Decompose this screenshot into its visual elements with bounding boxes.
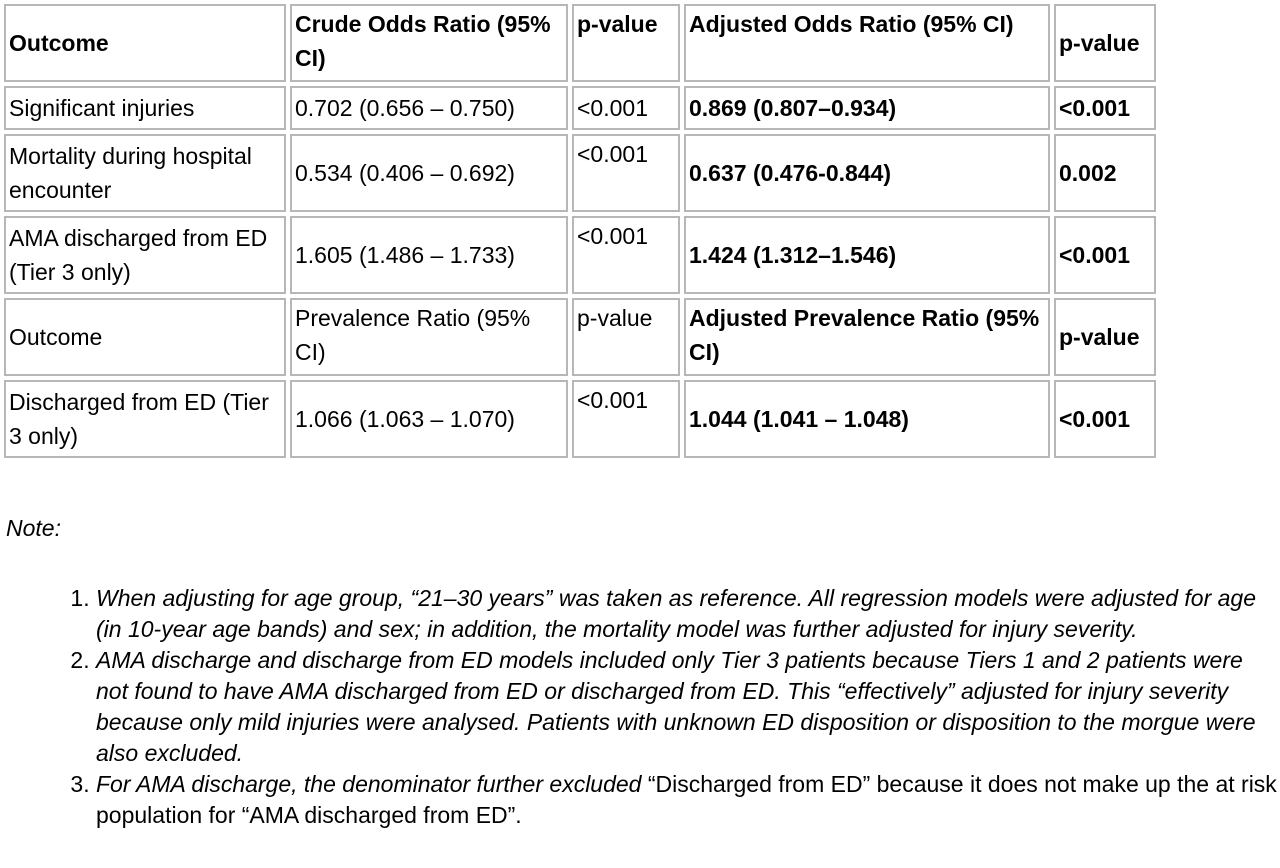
header-cell: Adjusted Odds Ratio (95% CI): [684, 4, 1050, 82]
header-cell: p-value: [572, 298, 680, 376]
table-cell: Discharged from ED (Tier 3 only): [4, 380, 286, 458]
table-cell: 0.637 (0.476-0.844): [684, 134, 1050, 212]
table-cell: <0.001: [1054, 216, 1156, 294]
header-cell: p-value: [572, 4, 680, 82]
note-item: When adjusting for age group, “21–30 yea…: [96, 583, 1280, 645]
table-cell: Mortality during hospital encounter: [4, 134, 286, 212]
table-cell: <0.001: [1054, 86, 1156, 130]
table-cell: <0.001: [572, 216, 680, 294]
table-row: AMA discharged from ED (Tier 3 only) 1.6…: [4, 216, 1156, 294]
table-cell: 1.066 (1.063 – 1.070): [290, 380, 568, 458]
note-italic-text: For AMA discharge, the denominator furth…: [96, 771, 642, 797]
table-cell: Significant injuries: [4, 86, 286, 130]
table-cell: 0.869 (0.807–0.934): [684, 86, 1050, 130]
note-item: AMA discharge and discharge from ED mode…: [96, 645, 1280, 769]
note-item: For AMA discharge, the denominator furth…: [96, 769, 1280, 831]
table-cell: 0.002: [1054, 134, 1156, 212]
notes-list: When adjusting for age group, “21–30 yea…: [0, 583, 1280, 831]
table-cell: AMA discharged from ED (Tier 3 only): [4, 216, 286, 294]
header-cell: Outcome: [4, 298, 286, 376]
note-normal-text: “Discharged from ED” because it does not…: [96, 771, 1277, 828]
header-cell: Prevalence Ratio (95% CI): [290, 298, 568, 376]
table-cell: 1.424 (1.312–1.546): [684, 216, 1050, 294]
table-cell: 0.534 (0.406 – 0.692): [290, 134, 568, 212]
header-cell: p-value: [1054, 298, 1156, 376]
header-cell: Crude Odds Ratio (95% CI): [290, 4, 568, 82]
table-header-row: Outcome Crude Odds Ratio (95% CI) p-valu…: [4, 4, 1156, 82]
header-cell: Outcome: [4, 4, 286, 82]
table-row: Significant injuries 0.702 (0.656 – 0.75…: [4, 86, 1156, 130]
header-cell: p-value: [1054, 4, 1156, 82]
table-cell: 1.605 (1.486 – 1.733): [290, 216, 568, 294]
results-table: Outcome Crude Odds Ratio (95% CI) p-valu…: [0, 0, 1160, 462]
table-cell: <0.001: [572, 86, 680, 130]
table-cell: <0.001: [1054, 380, 1156, 458]
table-row: Mortality during hospital encounter 0.53…: [4, 134, 1156, 212]
table-cell: 1.044 (1.041 – 1.048): [684, 380, 1050, 458]
table-cell: <0.001: [572, 134, 680, 212]
table-cell: 0.702 (0.656 – 0.750): [290, 86, 568, 130]
header-cell: Adjusted Prevalence Ratio (95% CI): [684, 298, 1050, 376]
table-cell: <0.001: [572, 380, 680, 458]
note-label: Note:: [6, 515, 61, 541]
table-header-row: Outcome Prevalence Ratio (95% CI) p-valu…: [4, 298, 1156, 376]
table-row: Discharged from ED (Tier 3 only) 1.066 (…: [4, 380, 1156, 458]
